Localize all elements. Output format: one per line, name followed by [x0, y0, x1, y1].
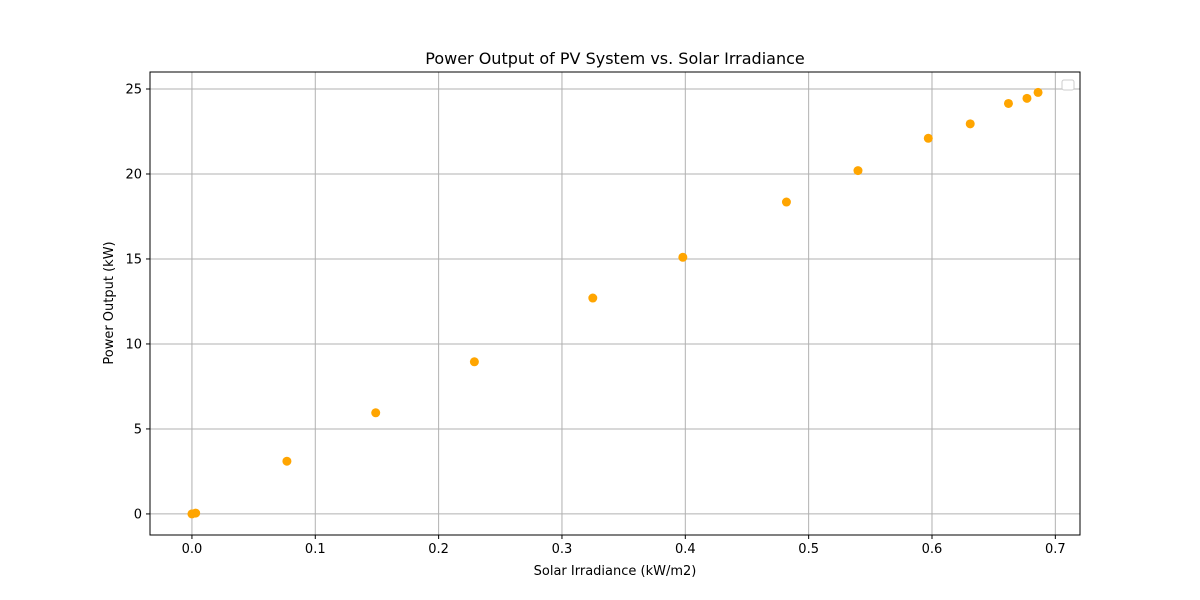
data-point	[1022, 93, 1032, 103]
plot-frame	[149, 71, 1081, 536]
x-tick-label: 0.3	[552, 542, 573, 557]
data-point	[781, 197, 791, 207]
data-points	[187, 87, 1043, 519]
x-tick-label: 0.4	[675, 542, 696, 557]
x-tick-label: 0.7	[1045, 542, 1066, 557]
x-tick-label: 0.2	[428, 542, 449, 557]
data-point	[1003, 98, 1013, 108]
legend-box	[1061, 79, 1075, 91]
x-tick-label: 0.6	[922, 542, 943, 557]
data-point	[469, 357, 479, 367]
data-point	[1033, 87, 1043, 97]
x-axis-label: Solar Irradiance (kW/m2)	[534, 564, 697, 579]
x-tick-label: 0.1	[305, 542, 326, 557]
y-tick-label: 15	[125, 252, 142, 267]
data-point	[853, 166, 863, 176]
axis-ticks: 0.0 0.1 0.2 0.3 0.4 0.5 0.6 0.7 0 5 10 15 20 25	[125, 82, 1065, 557]
data-point	[588, 293, 598, 303]
y-tick-label: 0	[134, 507, 142, 522]
data-point	[191, 508, 201, 518]
y-tick-label: 5	[134, 422, 142, 437]
y-tick-label: 20	[125, 167, 142, 182]
data-point	[282, 456, 292, 466]
data-point	[678, 252, 688, 262]
chart-title: Power Output of PV System vs. Solar Irra…	[425, 49, 804, 68]
y-axis-label: Power Output (kW)	[102, 241, 117, 364]
grid-lines	[150, 72, 1080, 535]
y-tick-label: 10	[125, 337, 142, 352]
x-tick-label: 0.5	[798, 542, 819, 557]
data-point	[965, 119, 975, 129]
data-point	[923, 133, 933, 143]
legend	[1061, 79, 1075, 91]
x-tick-label: 0.0	[182, 542, 203, 557]
data-point	[371, 408, 381, 418]
y-tick-label: 25	[125, 82, 142, 97]
